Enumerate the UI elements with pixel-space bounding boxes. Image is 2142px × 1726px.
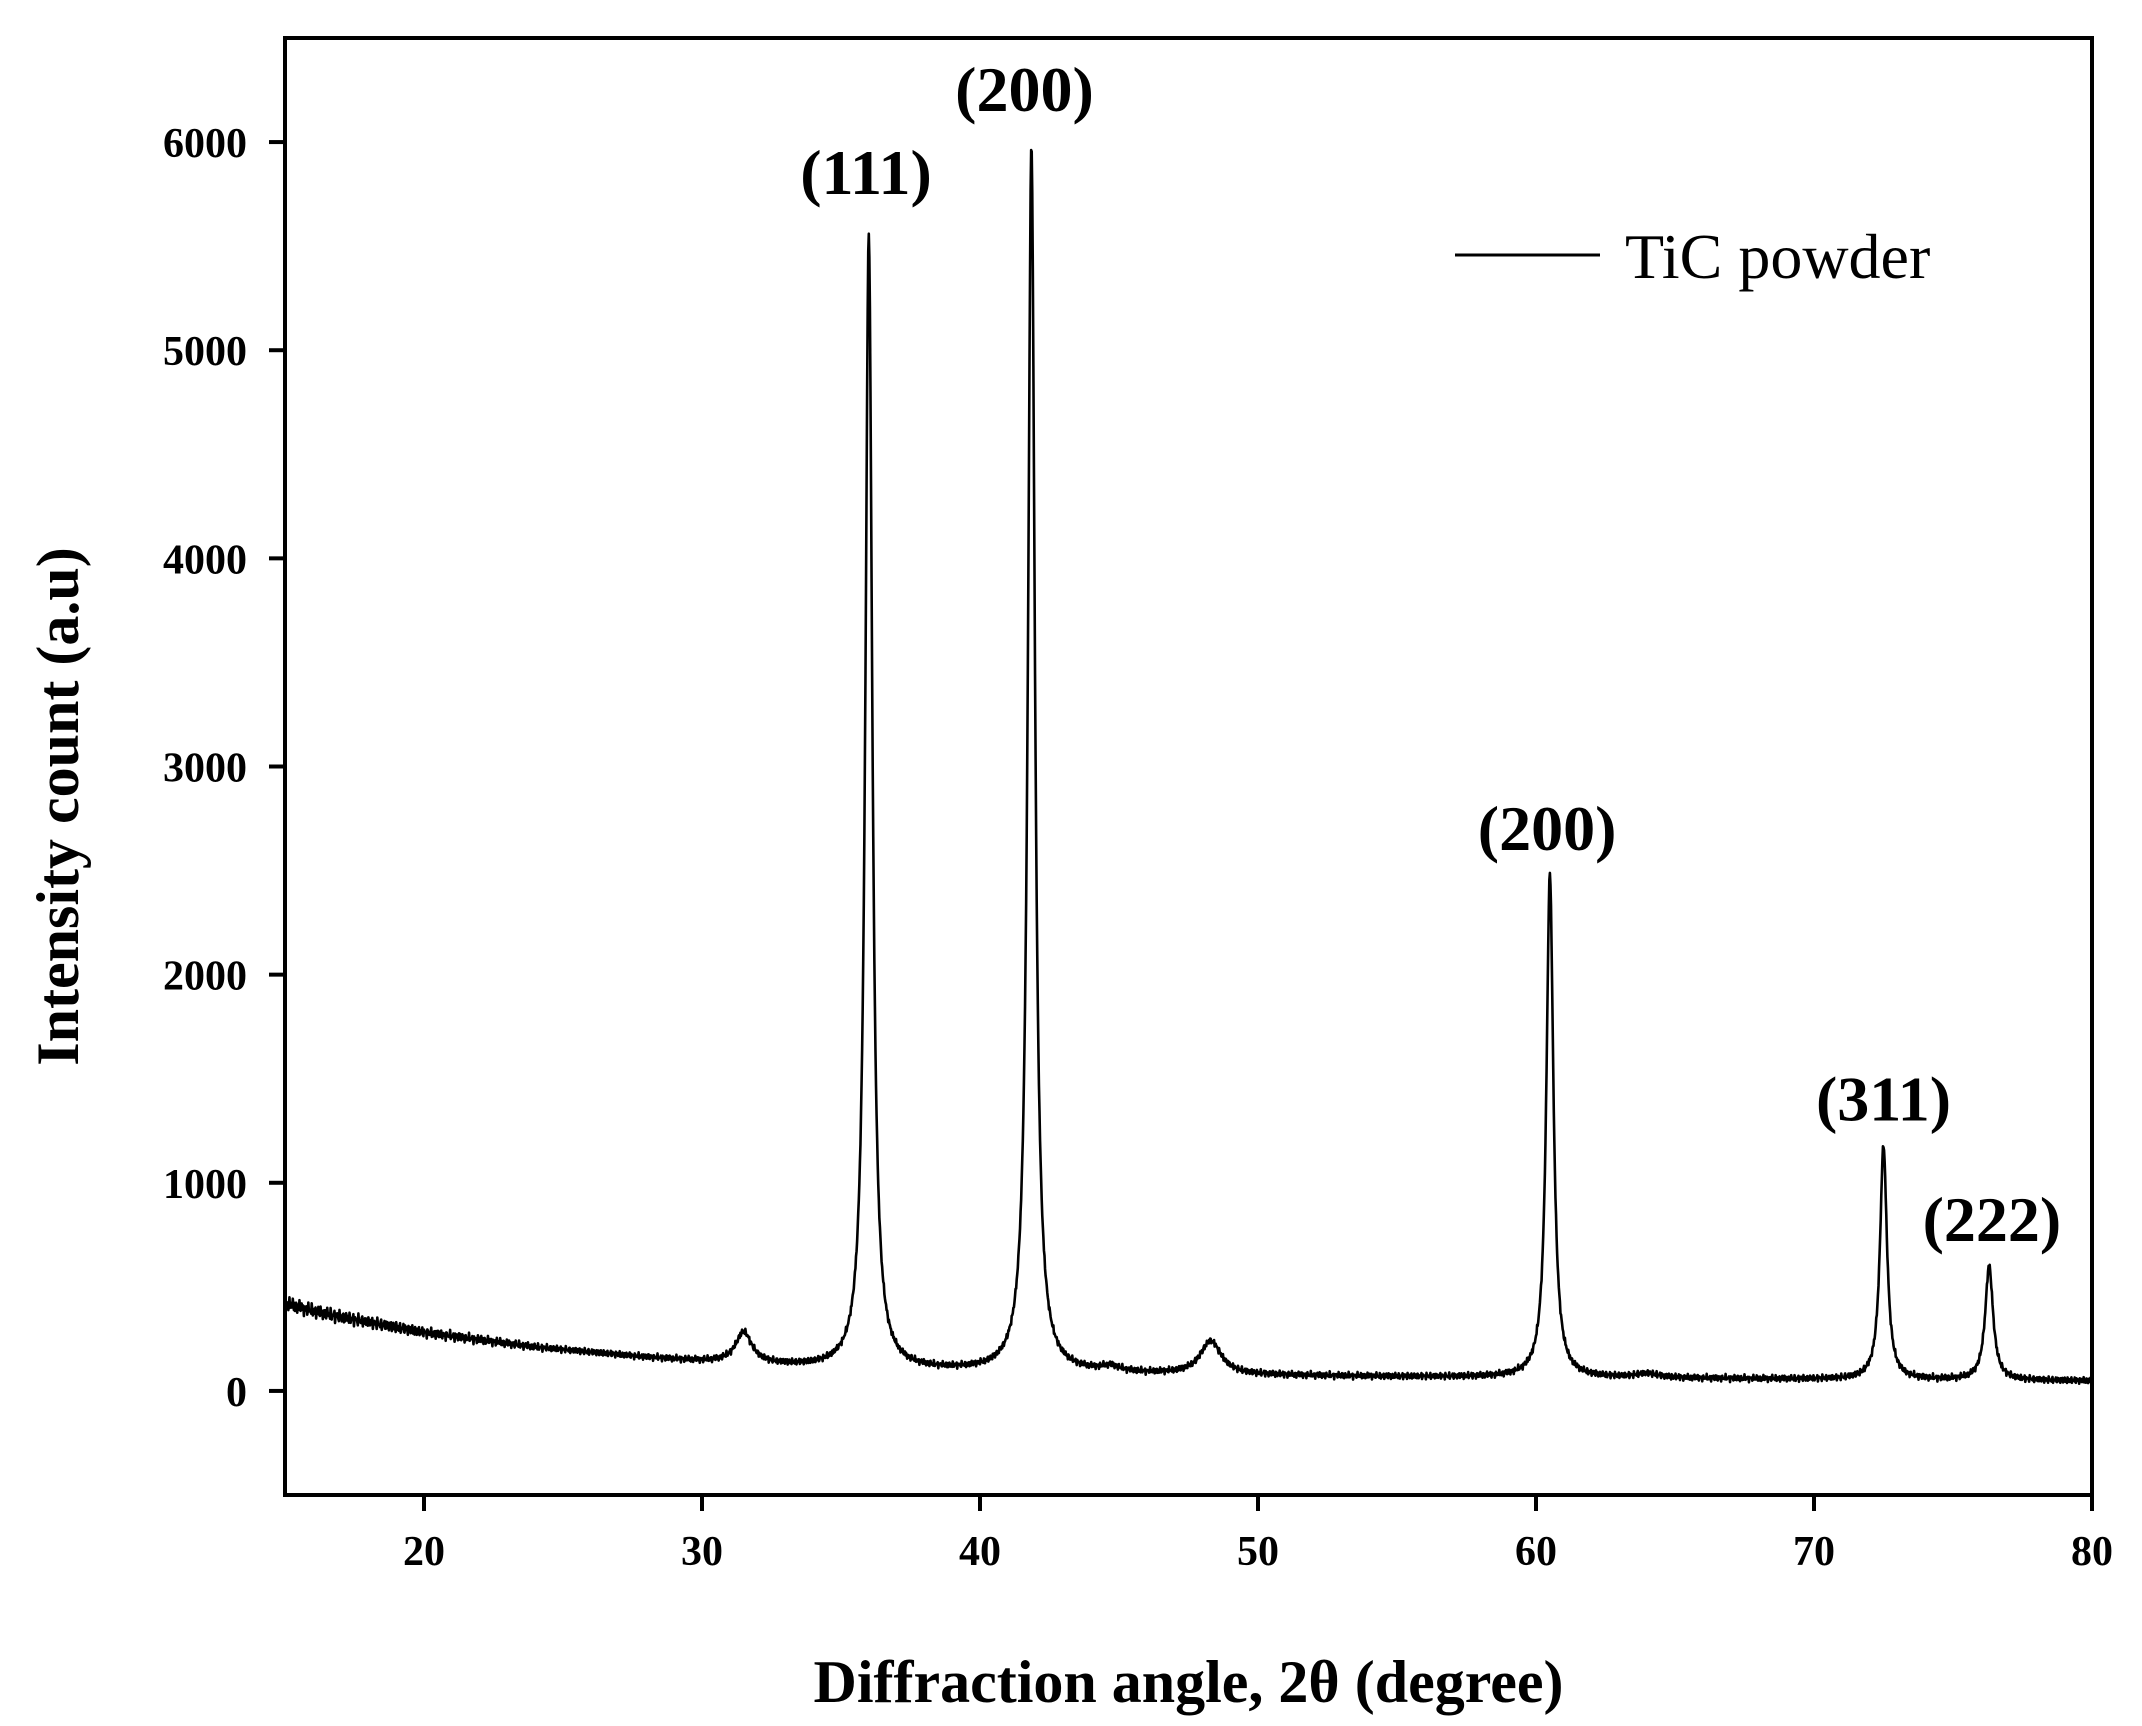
x-tick-label: 80 [2071, 1529, 2113, 1575]
y-tick-label: 4000 [163, 537, 247, 583]
x-tick-label: 30 [681, 1529, 723, 1575]
legend-label: TiC powder [1625, 221, 1930, 292]
y-tick-label: 5000 [163, 329, 247, 375]
y-tick-label: 1000 [163, 1162, 247, 1208]
y-tick-label: 0 [226, 1370, 247, 1416]
axis-ticks: 20 30 40 50 60 70 80 0 1000 2000 3000 4000 5000 6000 [163, 121, 2113, 1575]
peak-label: (311) [1816, 1063, 1951, 1134]
peak-label: (200) [955, 54, 1094, 125]
x-tick-label: 20 [403, 1529, 445, 1575]
x-tick-label: 70 [1793, 1529, 1835, 1575]
y-tick-label: 6000 [163, 121, 247, 167]
legend: TiC powder [1455, 221, 1930, 292]
y-axis-title: Intensity count (a.u) [25, 547, 91, 1065]
x-axis-title: Diffraction angle, 2θ (degree) [814, 1649, 1564, 1715]
peak-annotations: (111) (200) (200) (311) (222) [800, 54, 2061, 1255]
peak-label: (222) [1923, 1184, 2062, 1255]
peak-label: (200) [1478, 793, 1617, 864]
x-tick-label: 40 [959, 1529, 1001, 1575]
series-line-tic-powder [283, 148, 2094, 1386]
y-tick-label: 2000 [163, 954, 247, 1000]
y-tick-label: 3000 [163, 746, 247, 792]
x-tick-label: 60 [1515, 1529, 1557, 1575]
peak-label: (111) [800, 137, 932, 208]
x-tick-label: 50 [1237, 1529, 1279, 1575]
